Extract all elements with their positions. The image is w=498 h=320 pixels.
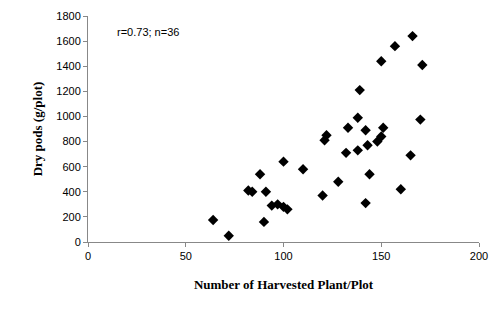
svg-text:0: 0 bbox=[85, 250, 91, 262]
svg-text:200: 200 bbox=[62, 211, 80, 223]
svg-text:800: 800 bbox=[62, 135, 80, 147]
svg-text:1400: 1400 bbox=[56, 60, 80, 72]
svg-text:50: 50 bbox=[180, 250, 192, 262]
svg-text:1200: 1200 bbox=[56, 85, 80, 97]
svg-text:0: 0 bbox=[75, 236, 81, 248]
svg-text:Dry pods (g/plot): Dry pods (g/plot) bbox=[30, 82, 45, 177]
svg-text:100: 100 bbox=[274, 250, 292, 262]
svg-text:1800: 1800 bbox=[56, 10, 80, 22]
svg-text:400: 400 bbox=[62, 186, 80, 198]
svg-text:1600: 1600 bbox=[56, 35, 80, 47]
svg-text:200: 200 bbox=[470, 250, 488, 262]
svg-text:1000: 1000 bbox=[56, 110, 80, 122]
svg-text:150: 150 bbox=[372, 250, 390, 262]
svg-text:600: 600 bbox=[62, 161, 80, 173]
svg-text:r=0.73; n=36: r=0.73; n=36 bbox=[117, 26, 179, 38]
svg-text:Number of Harvested Plant/Plot: Number of Harvested Plant/Plot bbox=[194, 277, 374, 292]
